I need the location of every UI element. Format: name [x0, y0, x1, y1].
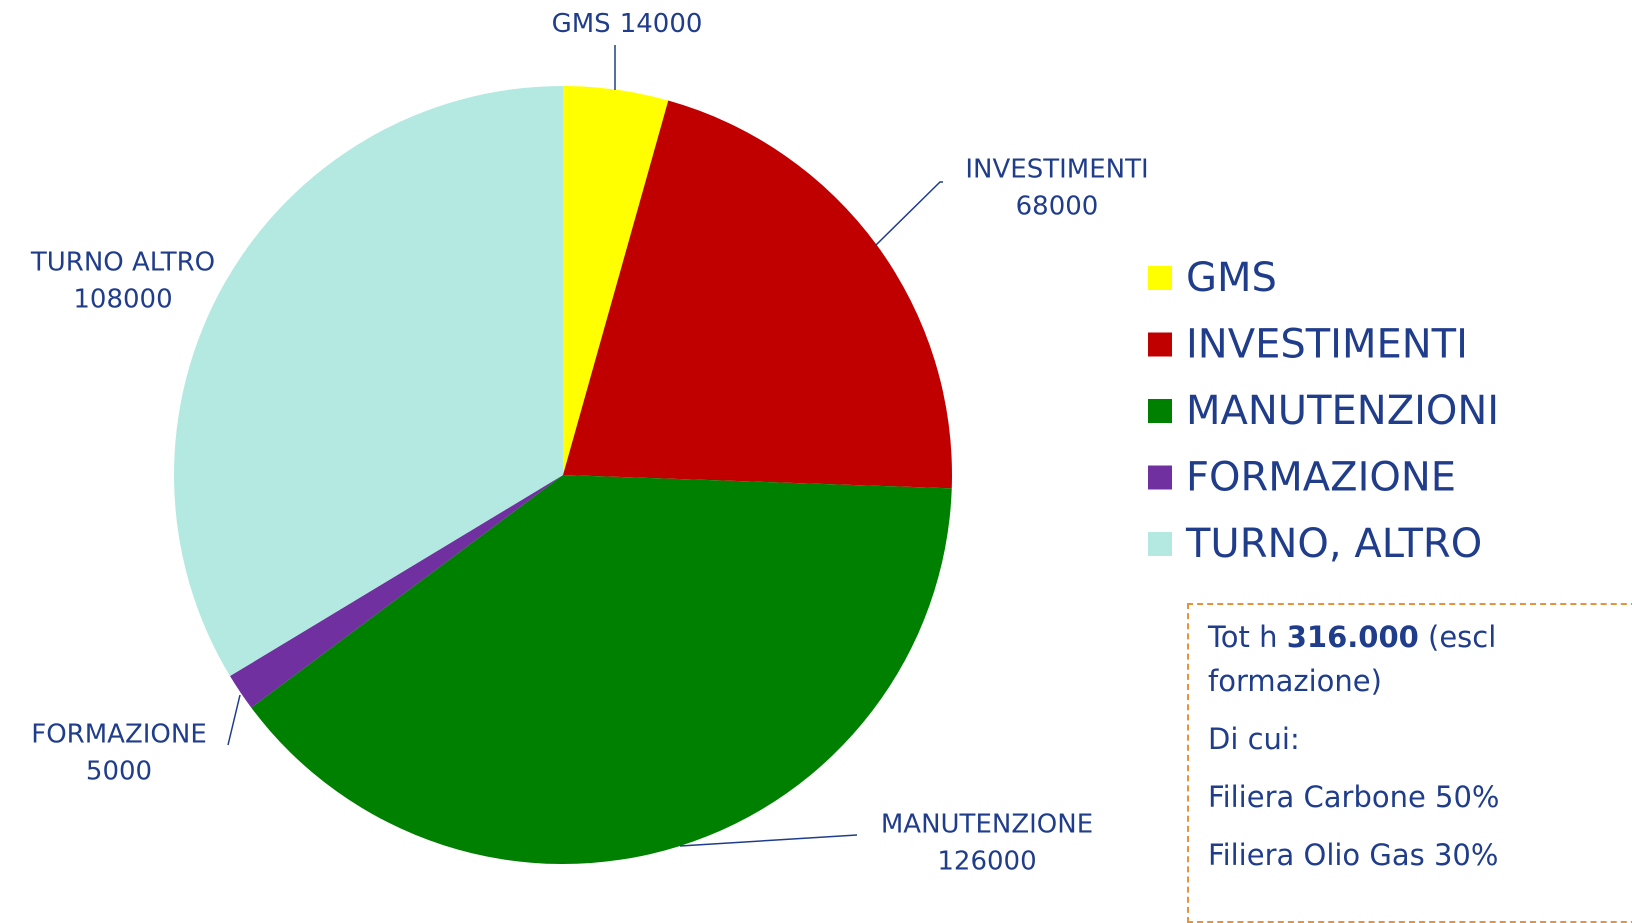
note-text: Tot h [1208, 620, 1278, 654]
legend-text: TURNO, ALTRO [1185, 521, 1482, 567]
note-text: formazione) [1208, 664, 1382, 698]
data-label-name: INVESTIMENTI [965, 155, 1148, 185]
data-label-value: 5000 [86, 757, 152, 787]
legend-text: MANUTENZIONI [1186, 388, 1499, 434]
data-label-value: 68000 [1016, 192, 1099, 222]
note-total-value: 316.000 [1286, 620, 1419, 654]
leader-line [875, 181, 943, 246]
legend-text: GMS [1186, 255, 1277, 301]
leader-line [679, 834, 858, 847]
legend-swatch [1148, 266, 1172, 290]
note-total: Tot h 316.000 (escl [1208, 615, 1632, 659]
data-label-name: TURNO ALTRO [30, 248, 215, 278]
pie-slice [251, 475, 952, 864]
note-box: Tot h 316.000 (escl formazione) Di cui: … [1187, 603, 1632, 923]
data-label-value: 14000 [620, 9, 703, 39]
note-text: (escl [1428, 620, 1497, 654]
pie-slice [563, 100, 952, 489]
data-label-value: 108000 [73, 285, 172, 315]
legend-text: INVESTIMENTI [1186, 322, 1468, 368]
legend-swatch [1148, 332, 1172, 357]
legend-swatch [1148, 399, 1172, 423]
leader-line [227, 694, 241, 746]
note-text: Filiera Olio Gas 30% [1208, 838, 1499, 872]
data-label-value: 126000 [937, 847, 1036, 877]
data-label-name: FORMAZIONE [31, 720, 207, 750]
legend-swatch [1148, 465, 1172, 490]
data-label-name: MANUTENZIONE [881, 810, 1093, 840]
note-text: Di cui: [1208, 722, 1300, 756]
legend-swatch [1148, 532, 1172, 556]
data-label: GMS 14000 [552, 9, 703, 39]
pie-slice [229, 475, 564, 708]
legend-text: FORMAZIONE [1186, 455, 1456, 501]
note-text: Filiera Carbone 50% [1208, 780, 1500, 814]
pie-slice [563, 86, 669, 475]
data-label-name: GMS [552, 9, 611, 39]
pie-slice [174, 86, 563, 677]
